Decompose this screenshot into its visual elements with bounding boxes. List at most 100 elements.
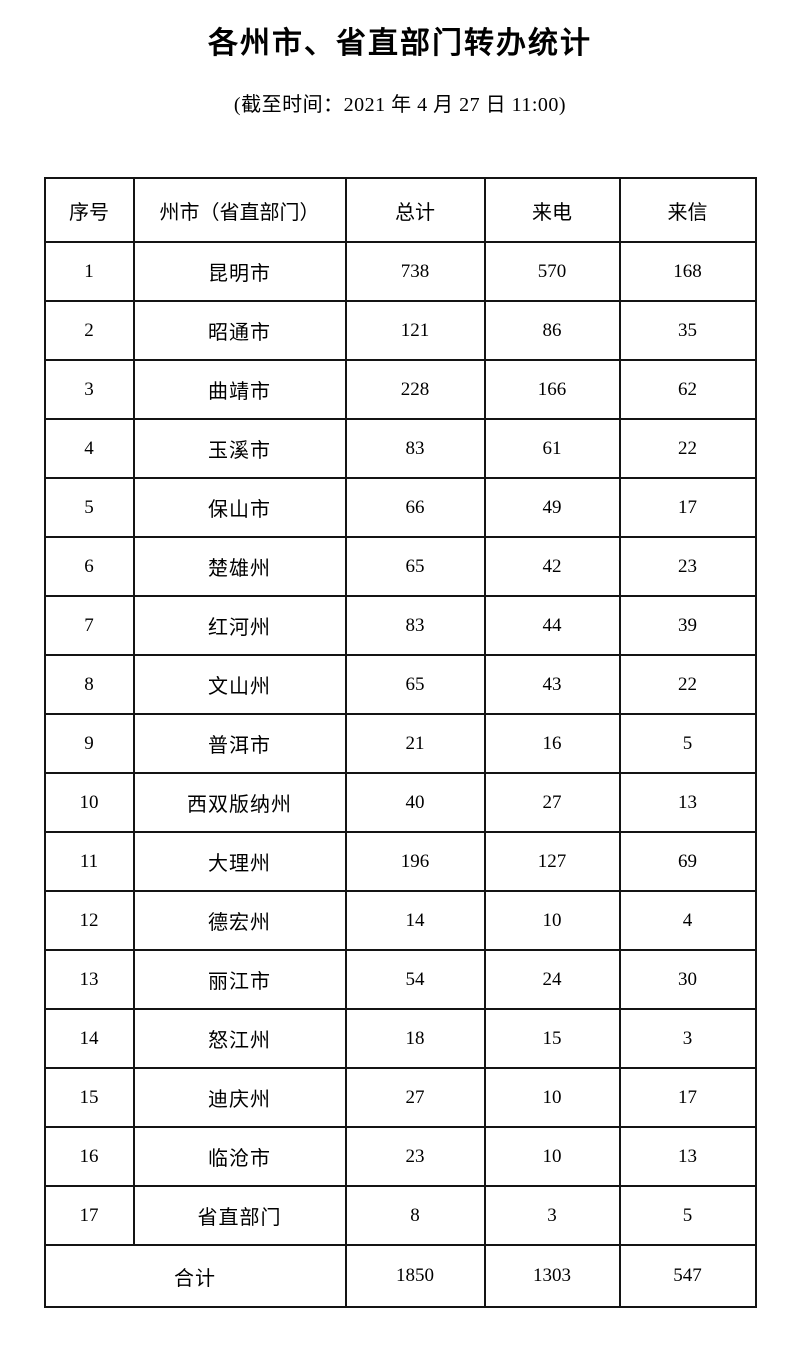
- total-value-cell: 228: [344, 359, 486, 420]
- table-row: 15 迪庆州 27 10 17: [43, 1067, 757, 1128]
- letters-value-cell: 22: [618, 418, 757, 479]
- row-number-cell: 7: [43, 595, 135, 656]
- row-number-cell: 3: [43, 359, 135, 420]
- total-value-cell: 66: [344, 477, 486, 538]
- region-name-cell: 昆明市: [132, 241, 347, 302]
- table-row: 6 楚雄州 65 42 23: [43, 536, 757, 597]
- letters-value-cell: 17: [618, 477, 757, 538]
- calls-value-cell: 127: [483, 831, 621, 892]
- table-row: 3 曲靖市 228 166 62: [43, 359, 757, 420]
- calls-value-cell: 44: [483, 595, 621, 656]
- calls-value-cell: 42: [483, 536, 621, 597]
- total-value-cell: 83: [344, 418, 486, 479]
- region-name-cell: 保山市: [132, 477, 347, 538]
- letters-value-cell: 13: [618, 772, 757, 833]
- row-number-cell: 12: [43, 890, 135, 951]
- total-value-cell: 14: [344, 890, 486, 951]
- letters-value-cell: 168: [618, 241, 757, 302]
- letters-value-cell: 17: [618, 1067, 757, 1128]
- region-name-cell: 迪庆州: [132, 1067, 347, 1128]
- region-name-cell: 楚雄州: [132, 536, 347, 597]
- row-number-cell: 13: [43, 949, 135, 1010]
- footer-total-label: 合计: [43, 1244, 347, 1308]
- calls-value-cell: 49: [483, 477, 621, 538]
- region-name-cell: 文山州: [132, 654, 347, 715]
- region-name-cell: 普洱市: [132, 713, 347, 774]
- total-value-cell: 21: [344, 713, 486, 774]
- row-number-cell: 9: [43, 713, 135, 774]
- calls-value-cell: 15: [483, 1008, 621, 1069]
- header-cell-total: 总计: [344, 177, 486, 243]
- header-cell-no: 序号: [43, 177, 135, 243]
- total-value-cell: 65: [344, 536, 486, 597]
- row-number-cell: 8: [43, 654, 135, 715]
- letters-value-cell: 30: [618, 949, 757, 1010]
- calls-value-cell: 61: [483, 418, 621, 479]
- table-row: 7 红河州 83 44 39: [43, 595, 757, 656]
- calls-value-cell: 24: [483, 949, 621, 1010]
- letters-value-cell: 69: [618, 831, 757, 892]
- letters-value-cell: 62: [618, 359, 757, 420]
- letters-value-cell: 3: [618, 1008, 757, 1069]
- table-row: 16 临沧市 23 10 13: [43, 1126, 757, 1187]
- calls-value-cell: 10: [483, 890, 621, 951]
- row-number-cell: 2: [43, 300, 135, 361]
- total-value-cell: 27: [344, 1067, 486, 1128]
- total-value-cell: 65: [344, 654, 486, 715]
- row-number-cell: 17: [43, 1185, 135, 1246]
- table-row: 17 省直部门 8 3 5: [43, 1185, 757, 1246]
- letters-value-cell: 5: [618, 713, 757, 774]
- calls-value-cell: 10: [483, 1126, 621, 1187]
- header-cell-letters: 来信: [618, 177, 757, 243]
- page-subtitle: (截至时间：2021 年 4 月 27 日 11:00): [233, 94, 567, 116]
- region-name-cell: 临沧市: [132, 1126, 347, 1187]
- letters-value-cell: 22: [618, 654, 757, 715]
- total-value-cell: 196: [344, 831, 486, 892]
- footer-total-value: 1850: [344, 1244, 486, 1308]
- statistics-table: 序号 州市（省直部门） 总计 来电 来信 1 昆明市 738 570 168 2…: [43, 177, 757, 1308]
- header-cell-region: 州市（省直部门）: [132, 177, 347, 243]
- letters-value-cell: 5: [618, 1185, 757, 1246]
- region-name-cell: 昭通市: [132, 300, 347, 361]
- table-row: 5 保山市 66 49 17: [43, 477, 757, 538]
- total-value-cell: 121: [344, 300, 486, 361]
- calls-value-cell: 86: [483, 300, 621, 361]
- letters-value-cell: 23: [618, 536, 757, 597]
- row-number-cell: 11: [43, 831, 135, 892]
- letters-value-cell: 35: [618, 300, 757, 361]
- table-header-row: 序号 州市（省直部门） 总计 来电 来信: [43, 177, 757, 243]
- page-title: 各州市、省直部门转办统计: [208, 27, 592, 60]
- calls-value-cell: 16: [483, 713, 621, 774]
- table-row: 13 丽江市 54 24 30: [43, 949, 757, 1010]
- row-number-cell: 14: [43, 1008, 135, 1069]
- footer-letters-value: 547: [618, 1244, 757, 1308]
- row-number-cell: 6: [43, 536, 135, 597]
- calls-value-cell: 27: [483, 772, 621, 833]
- region-name-cell: 丽江市: [132, 949, 347, 1010]
- region-name-cell: 曲靖市: [132, 359, 347, 420]
- calls-value-cell: 570: [483, 241, 621, 302]
- letters-value-cell: 39: [618, 595, 757, 656]
- table-row: 14 怒江州 18 15 3: [43, 1008, 757, 1069]
- region-name-cell: 西双版纳州: [132, 772, 347, 833]
- letters-value-cell: 13: [618, 1126, 757, 1187]
- table-row: 1 昆明市 738 570 168: [43, 241, 757, 302]
- table-row: 9 普洱市 21 16 5: [43, 713, 757, 774]
- letters-value-cell: 4: [618, 890, 757, 951]
- region-name-cell: 怒江州: [132, 1008, 347, 1069]
- row-number-cell: 15: [43, 1067, 135, 1128]
- table-row: 2 昭通市 121 86 35: [43, 300, 757, 361]
- footer-calls-value: 1303: [483, 1244, 621, 1308]
- table-row: 10 西双版纳州 40 27 13: [43, 772, 757, 833]
- total-value-cell: 83: [344, 595, 486, 656]
- row-number-cell: 16: [43, 1126, 135, 1187]
- calls-value-cell: 43: [483, 654, 621, 715]
- region-name-cell: 红河州: [132, 595, 347, 656]
- row-number-cell: 5: [43, 477, 135, 538]
- region-name-cell: 德宏州: [132, 890, 347, 951]
- table-row: 11 大理州 196 127 69: [43, 831, 757, 892]
- region-name-cell: 省直部门: [132, 1185, 347, 1246]
- region-name-cell: 玉溪市: [132, 418, 347, 479]
- total-value-cell: 738: [344, 241, 486, 302]
